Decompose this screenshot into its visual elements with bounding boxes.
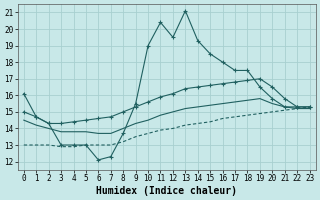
X-axis label: Humidex (Indice chaleur): Humidex (Indice chaleur) bbox=[96, 186, 237, 196]
